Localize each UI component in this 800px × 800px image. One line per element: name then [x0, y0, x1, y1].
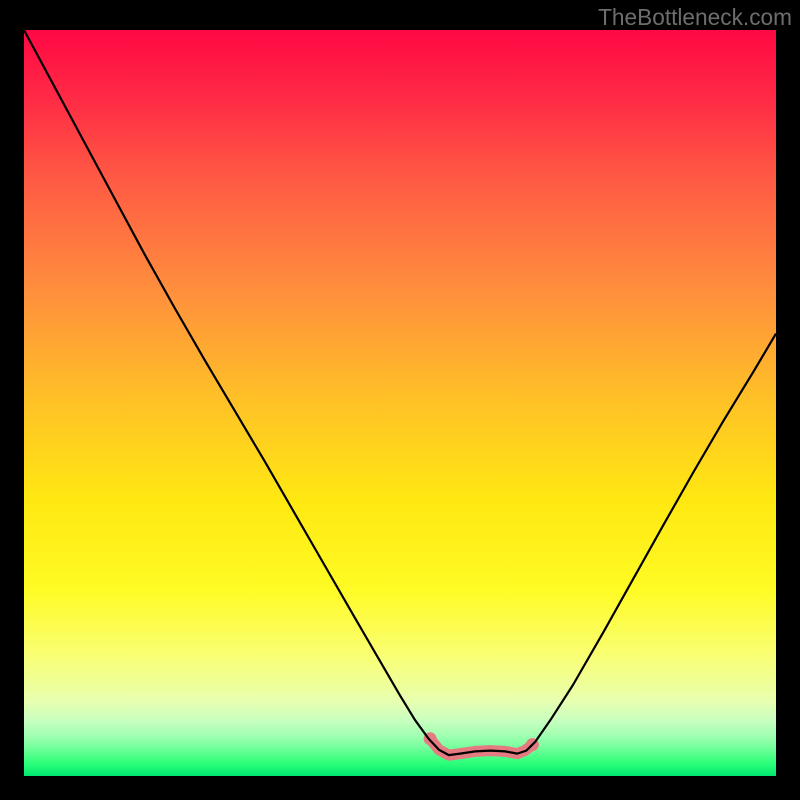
bottleneck-curve: [24, 30, 776, 755]
watermark-text: TheBottleneck.com: [598, 4, 792, 31]
chart-svg: [24, 30, 776, 776]
plot-area: [24, 30, 776, 776]
